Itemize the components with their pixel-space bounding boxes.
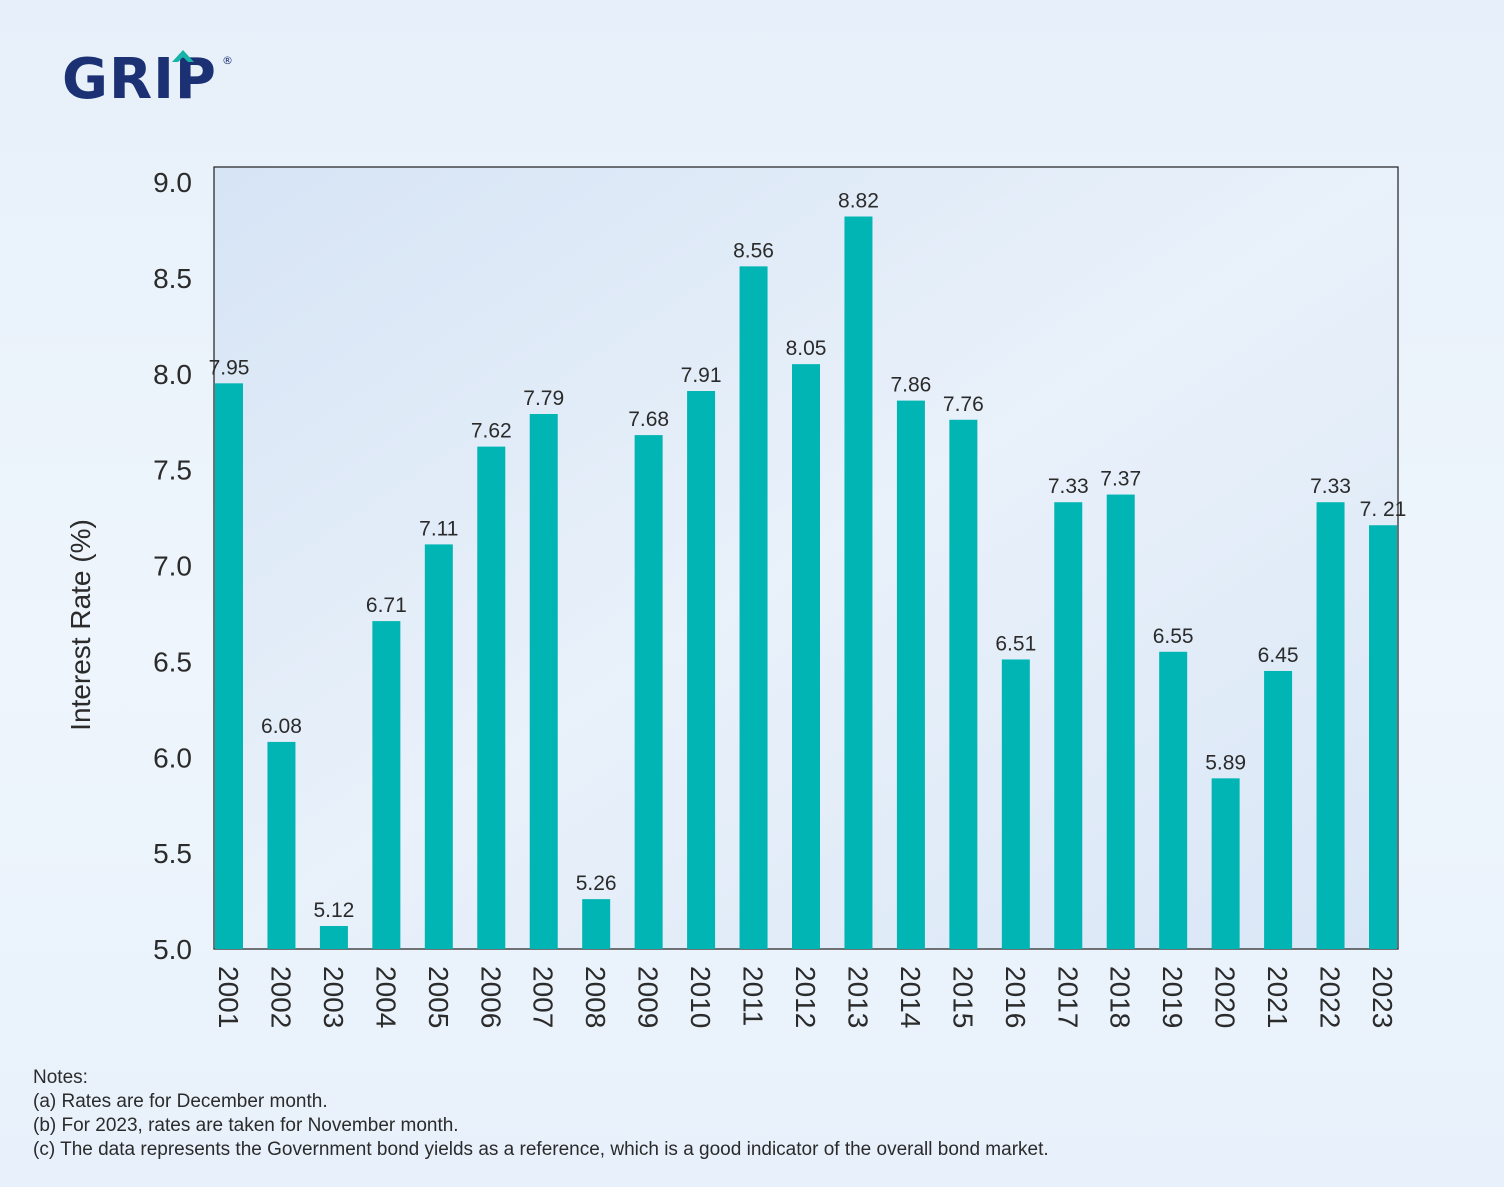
data-label-2019: 6.55	[1153, 625, 1194, 648]
x-tick-label-2002: 2002	[265, 966, 296, 1028]
x-tick-label-2011: 2011	[738, 966, 769, 1026]
logo-registered-mark: ®	[222, 54, 233, 67]
x-tick-label-2014: 2014	[895, 966, 926, 1028]
x-tick-label-2013: 2013	[842, 966, 873, 1028]
y-tick-label-6.0: 6.0	[153, 742, 192, 773]
x-tick-label-2010: 2010	[685, 966, 716, 1028]
data-label-2008: 5.26	[576, 872, 617, 895]
bar-2023	[1369, 525, 1397, 949]
data-label-2004: 6.71	[366, 594, 407, 617]
bar-2003	[319, 925, 348, 949]
bar-2004	[372, 621, 401, 949]
x-tick-label-2009: 2009	[633, 966, 664, 1028]
bar-2014	[896, 400, 925, 950]
note-c: (c) The data represents the Government b…	[33, 1139, 1049, 1160]
x-tick-label-2005: 2005	[423, 966, 454, 1028]
bar-2001	[215, 383, 243, 949]
note-a: (a) Rates are for December month.	[33, 1091, 328, 1112]
bar-2020	[1211, 778, 1240, 949]
x-tick-label-2008: 2008	[580, 966, 611, 1028]
y-tick-label-5.5: 5.5	[153, 838, 192, 869]
grip-logo: GRIP ®	[62, 48, 242, 112]
bar-2002	[267, 741, 296, 949]
data-label-2011: 8.56	[733, 239, 774, 262]
data-label-2015: 7.76	[943, 393, 984, 416]
data-label-2014: 7.86	[890, 374, 931, 397]
data-label-2002: 6.08	[261, 715, 302, 738]
notes-section: Notes: (a) Rates are for December month.…	[33, 1066, 1049, 1162]
x-tick-label-2021: 2021	[1262, 966, 1293, 1028]
bar-2016	[1001, 659, 1030, 949]
bar-2015	[949, 419, 978, 949]
data-label-2006: 7.62	[471, 420, 512, 443]
x-tick-label-2018: 2018	[1105, 966, 1136, 1028]
data-label-2018: 7.37	[1100, 468, 1141, 491]
data-label-2010: 7.91	[681, 364, 722, 387]
x-tick-label-2004: 2004	[370, 966, 401, 1028]
y-tick-label-6.5: 6.5	[153, 646, 192, 677]
data-label-2012: 8.05	[786, 337, 827, 360]
bar-2012	[792, 364, 820, 950]
x-tick-label-2015: 2015	[947, 966, 978, 1028]
interest-rate-bar-chart: 7.95 6.08 5.12 6.71 7.11 7.62 7.79 5.26 7.68 7.91…	[65, 166, 1407, 1028]
x-tick-label-2003: 2003	[318, 966, 349, 1028]
bar-2011	[739, 266, 768, 949]
data-label-2020: 5.89	[1205, 751, 1246, 774]
bar-2021	[1264, 670, 1293, 949]
data-label-2007: 7.79	[523, 387, 564, 410]
y-axis-label: Interest Rate (%)	[65, 519, 96, 731]
data-label-2005: 7.11	[419, 517, 458, 540]
bar-2022	[1316, 502, 1345, 949]
data-label-2022: 7.33	[1310, 475, 1351, 498]
x-tick-label-2022: 2022	[1315, 966, 1346, 1028]
bar-2010	[687, 391, 716, 949]
logo-arrow-icon	[172, 50, 194, 62]
x-tick-label-2023: 2023	[1367, 966, 1398, 1028]
x-tick-label-2012: 2012	[790, 966, 821, 1028]
x-tick-label-2006: 2006	[475, 966, 506, 1028]
x-tick-label-2019: 2019	[1157, 966, 1188, 1028]
bar-2009	[634, 435, 663, 949]
bar-2007	[529, 414, 558, 950]
data-label-2003: 5.12	[313, 899, 354, 922]
data-label-2001: 7.95	[209, 356, 250, 379]
bar-2018	[1106, 494, 1135, 949]
x-tick-label-2001: 2001	[213, 966, 244, 1028]
y-tick-label-5.0: 5.0	[153, 934, 192, 965]
data-label-2009: 7.68	[628, 408, 669, 431]
y-tick-label-8.5: 8.5	[153, 263, 192, 294]
data-label-2021: 6.45	[1258, 644, 1299, 667]
note-b: (b) For 2023, rates are taken for Novemb…	[33, 1115, 459, 1136]
notes-heading: Notes:	[33, 1067, 88, 1088]
bar-2005	[424, 544, 453, 949]
y-tick-label-7.0: 7.0	[153, 551, 192, 582]
bar-2019	[1159, 651, 1188, 949]
bar-2008	[582, 899, 611, 949]
x-tick-label-2016: 2016	[1000, 966, 1031, 1028]
y-tick-label-7.5: 7.5	[153, 455, 192, 486]
x-tick-label-2020: 2020	[1210, 966, 1241, 1028]
x-tick-label-2007: 2007	[528, 966, 559, 1028]
bar-2017	[1054, 502, 1083, 949]
data-label-2023: 7. 21	[1360, 498, 1407, 521]
bar-2013	[844, 216, 873, 949]
x-tick-label-2017: 2017	[1052, 966, 1083, 1028]
y-tick-label-8.0: 8.0	[153, 359, 192, 390]
bar-2006	[477, 446, 506, 949]
data-label-2016: 6.51	[995, 632, 1036, 655]
data-label-2013: 8.82	[838, 190, 879, 213]
y-tick-label-9.0: 9.0	[153, 167, 192, 198]
data-label-2017: 7.33	[1048, 475, 1089, 498]
